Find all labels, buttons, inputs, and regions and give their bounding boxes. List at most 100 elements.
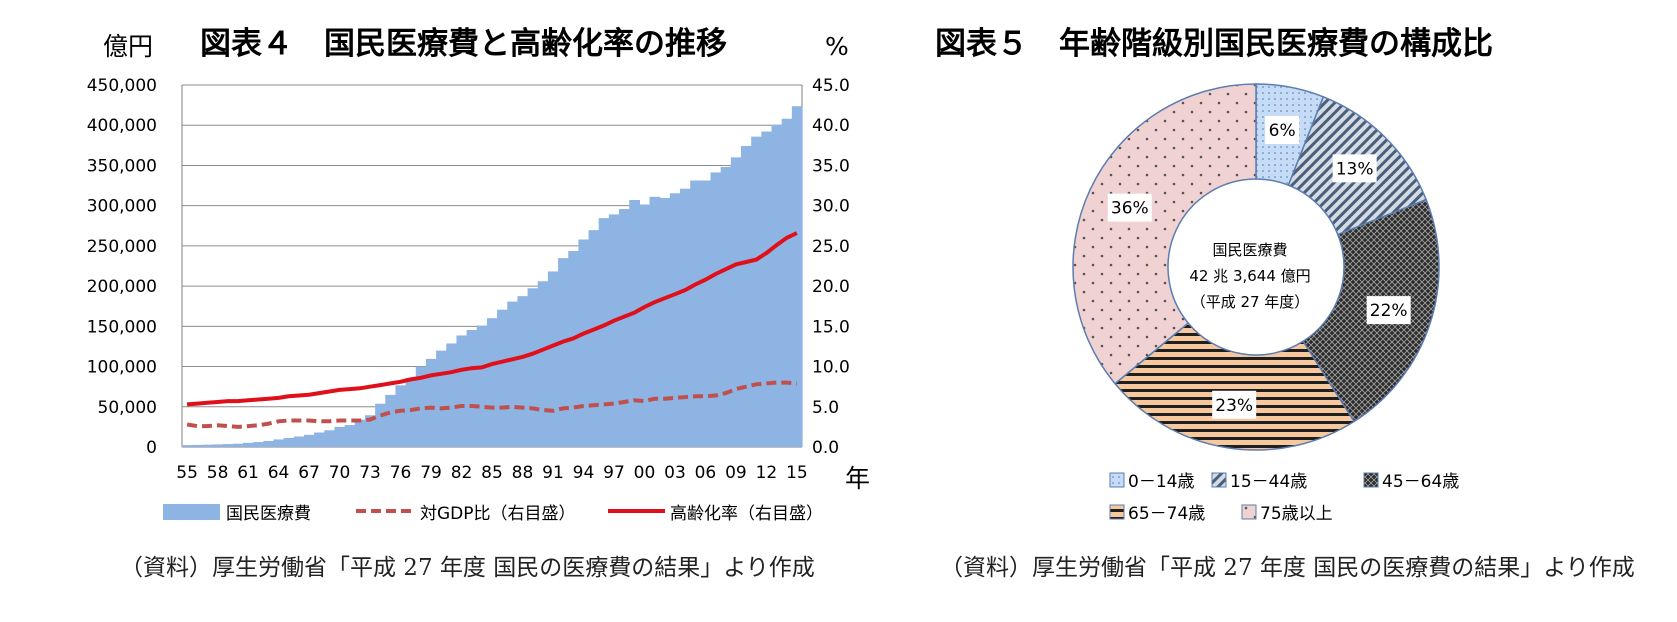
expenditure-bar (324, 430, 336, 447)
right-axis-tick-label: 45.0 (812, 76, 850, 96)
figure4-lines (186, 231, 798, 429)
expenditure-bar (781, 118, 793, 447)
legend-swatch-age-group (1109, 504, 1125, 520)
left-axis-tick-label: 0 (146, 438, 157, 458)
expenditure-bar (486, 318, 498, 447)
x-axis-tick-label: 88 (512, 463, 534, 483)
figure5-source-note: （資料）厚生労働省「平成 27 年度 国民の医療費の結果」より作成 (940, 555, 1635, 581)
x-axis-tick-label: 55 (176, 463, 198, 483)
center-line-3: （平成 27 年度） (1191, 293, 1310, 311)
slice-label-box (1366, 296, 1411, 325)
figure4-bars (182, 106, 803, 448)
right-axis-tick-label: 15.0 (812, 317, 850, 337)
x-axis-tick-label: 82 (451, 463, 473, 483)
x-axis-tick-label: 03 (664, 463, 686, 483)
x-axis-tick-label: 64 (268, 463, 290, 483)
expenditure-bar (588, 230, 600, 447)
expenditure-bar (639, 204, 651, 447)
figure4-tick-labels: 0 50,000 100,000 150,000 200,000 250,000 300,0… (87, 76, 850, 483)
expenditure-bar (405, 378, 417, 447)
expenditure-bar (192, 444, 203, 447)
expenditure-bar (182, 445, 193, 447)
expenditure-bar (253, 442, 264, 447)
expenditure-bar (659, 198, 671, 447)
legend-swatch-age-group (1241, 504, 1257, 520)
legend-label-aging: 高齢化率（右目盛） (670, 504, 823, 524)
expenditure-bar (263, 440, 275, 447)
x-axis-tick-label: 70 (329, 463, 351, 483)
center-line-1: 国民医療費 (1212, 241, 1287, 259)
expenditure-bar (568, 251, 579, 447)
right-axis-tick-label: 30.0 (812, 197, 850, 217)
x-unit-label: 年 (845, 464, 870, 493)
left-axis-tick-label: 450,000 (87, 76, 157, 96)
left-axis-tick-label: 200,000 (87, 277, 157, 297)
left-axis-tick-label: 350,000 (87, 156, 157, 176)
left-axis-tick-label: 150,000 (87, 317, 157, 337)
right-axis-tick-label: 5.0 (812, 398, 839, 418)
expenditure-bar (537, 281, 549, 447)
figure4-legend: 国民医療費 対GDP比（右目盛） 高齢化率（右目盛） (163, 504, 823, 524)
legend-swatch-age-group (1109, 472, 1125, 488)
gdp-ratio-line (186, 380, 798, 429)
donut-center-label: 国民医療費 42 兆 3,644 億円 （平成 27 年度） (1189, 241, 1310, 311)
expenditure-bar (466, 330, 478, 447)
x-axis-tick-label: 76 (390, 463, 412, 483)
left-unit-label: 億円 (103, 32, 153, 61)
x-axis-tick-label: 15 (786, 463, 808, 483)
right-axis-tick-label: 40.0 (812, 116, 850, 136)
legend-swatch-age-group (1363, 472, 1379, 488)
right-axis-tick-label: 25.0 (812, 237, 850, 257)
expenditure-bar (741, 145, 752, 447)
expenditure-bar (720, 166, 732, 447)
figure5-legend: 0－14歳 15－44歳 45－64歳 65－74歳 75歳以上 (1109, 472, 1459, 524)
right-axis-tick-label: 0.0 (812, 438, 839, 458)
expenditure-bar (547, 271, 559, 447)
slice-label: 36% (1111, 199, 1149, 219)
expenditure-bar (517, 296, 529, 447)
legend-label-age-group: 75歳以上 (1260, 504, 1333, 524)
expenditure-bar (791, 106, 803, 447)
expenditure-bar (303, 434, 315, 447)
expenditure-bar (751, 136, 762, 448)
expenditure-bar (385, 394, 397, 447)
expenditure-bar (283, 437, 295, 447)
expenditure-bar (415, 366, 427, 447)
expenditure-bar (334, 426, 346, 447)
expenditure-bar (629, 200, 640, 447)
expenditure-bar (730, 157, 742, 447)
expenditure-bar (497, 309, 508, 447)
expenditure-bar (669, 193, 681, 447)
expenditure-bar (375, 403, 386, 447)
expenditure-bar (558, 258, 569, 447)
figure5-donut: 6% 13% 22% 23% 36% (1072, 83, 1440, 451)
x-axis-tick-label: 61 (237, 463, 259, 483)
right-unit-label: % (825, 32, 849, 61)
left-axis-tick-label: 400,000 (87, 116, 157, 136)
x-axis-tick-label: 85 (481, 463, 503, 483)
x-axis-tick-label: 06 (695, 463, 717, 483)
expenditure-bar (425, 358, 437, 447)
right-axis-tick-label: 20.0 (812, 277, 850, 297)
legend-label-age-group: 15－44歳 (1230, 472, 1307, 492)
expenditure-bar (761, 131, 773, 447)
donut-slice (1072, 83, 1257, 385)
x-axis-tick-label: 12 (756, 463, 778, 483)
left-axis-tick-label: 100,000 (87, 358, 157, 378)
right-axis-tick-label: 35.0 (812, 156, 850, 176)
expenditure-bar (578, 239, 590, 447)
expenditure-bar (527, 288, 539, 447)
expenditure-bar (598, 218, 610, 447)
expenditure-bar (456, 335, 468, 447)
left-axis-tick-label: 300,000 (87, 197, 157, 217)
expenditure-bar (436, 350, 447, 447)
slice-label-box (1107, 193, 1152, 222)
figure4-source-note: （資料）厚生労働省「平成 27 年度 国民の医療費の結果」より作成 (120, 555, 815, 581)
donut-slice (1113, 322, 1356, 451)
expenditure-bar (222, 444, 234, 447)
expenditure-bar (273, 439, 285, 447)
expenditure-bar (364, 415, 376, 447)
expenditure-bar (354, 419, 366, 447)
expenditure-bar (344, 425, 356, 447)
